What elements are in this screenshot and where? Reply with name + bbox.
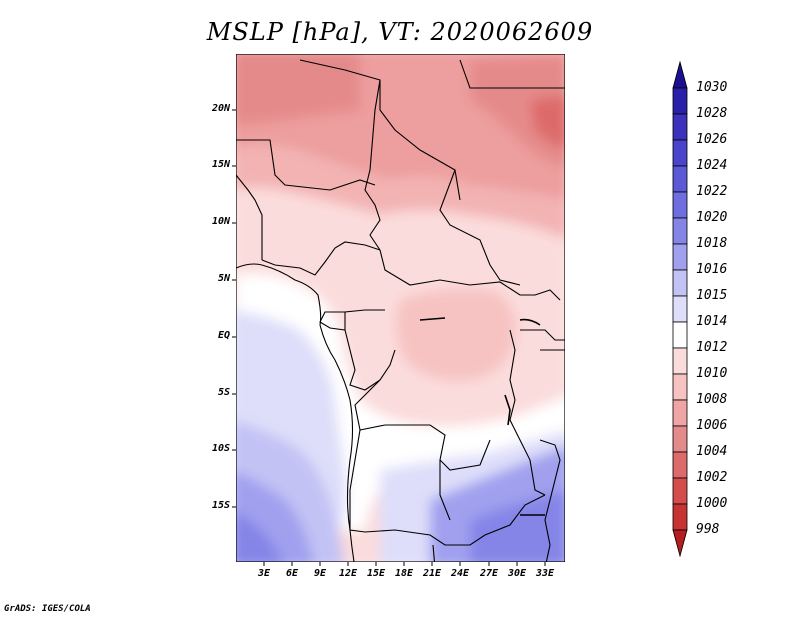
colorbar-segment	[672, 165, 688, 193]
colorbar-label: 1018	[696, 236, 728, 251]
colorbar-segment	[672, 295, 688, 323]
colorbar-segment	[672, 87, 688, 115]
colorbar-label: 1024	[696, 158, 728, 173]
country-borders	[236, 59, 565, 562]
colorbar-label: 1002	[696, 470, 728, 485]
lon-label: 33E	[535, 568, 555, 579]
lat-label: 10S	[211, 443, 230, 454]
colorbar-label: 1008	[696, 392, 728, 407]
colorbar-segment	[672, 243, 688, 271]
colorbar	[672, 60, 688, 558]
lon-label: 3E	[257, 568, 271, 579]
coastline	[236, 263, 355, 562]
colorbar-segment	[672, 269, 688, 297]
colorbar-label: 1012	[696, 340, 728, 355]
axis-ticks	[232, 109, 546, 566]
colorbar-segment	[672, 191, 688, 219]
grads-credit: GrADS: IGES/COLA	[4, 604, 91, 614]
lon-label: 27E	[479, 568, 499, 579]
lat-label: 20N	[211, 103, 230, 114]
colorbar-label: 1016	[696, 262, 728, 277]
colorbar-segment	[672, 347, 688, 375]
colorbar-segment	[672, 113, 688, 141]
lon-label: 18E	[394, 568, 414, 579]
colorbar-segment	[672, 139, 688, 167]
colorbar-label: 1000	[696, 496, 728, 511]
colorbar-segment	[672, 321, 688, 349]
colorbar-label: 1030	[696, 80, 728, 95]
colorbar-segment	[672, 529, 688, 558]
colorbar-segment	[672, 217, 688, 245]
lon-label: 24E	[450, 568, 470, 579]
colorbar-segment	[672, 477, 688, 505]
colorbar-segment	[672, 451, 688, 479]
lon-label: 21E	[422, 568, 442, 579]
colorbar-label: 1022	[696, 184, 728, 199]
lat-label: EQ	[217, 330, 230, 341]
colorbar-segment	[672, 399, 688, 427]
lat-label: 10N	[211, 216, 230, 227]
lat-label: 15S	[211, 500, 230, 511]
colorbar-label: 998	[696, 522, 720, 537]
colorbar-label: 1014	[696, 314, 728, 329]
colorbar-label: 1015	[696, 288, 728, 303]
colorbar-label: 1006	[696, 418, 728, 433]
lakes	[419, 317, 545, 516]
colorbar-segment	[672, 373, 688, 401]
colorbar-label: 1020	[696, 210, 728, 225]
lat-label: 5N	[217, 273, 230, 284]
lon-label: 30E	[507, 568, 527, 579]
colorbar-segment	[672, 503, 688, 531]
lon-label: 9E	[313, 568, 327, 579]
lat-label: 15N	[211, 159, 230, 170]
lat-label: 5S	[217, 387, 230, 398]
colorbar-label: 1026	[696, 132, 728, 147]
colorbar-label: 1010	[696, 366, 728, 381]
lon-label: 6E	[285, 568, 299, 579]
map-title: MSLP [hPa], VT: 2020062609	[206, 18, 594, 46]
colorbar-label: 1028	[696, 106, 728, 121]
lon-label: 12E	[338, 568, 358, 579]
lon-label: 15E	[366, 568, 386, 579]
colorbar-segment	[672, 60, 688, 89]
pressure-field	[236, 54, 565, 562]
colorbar-segment	[672, 425, 688, 453]
colorbar-label: 1004	[696, 444, 728, 459]
